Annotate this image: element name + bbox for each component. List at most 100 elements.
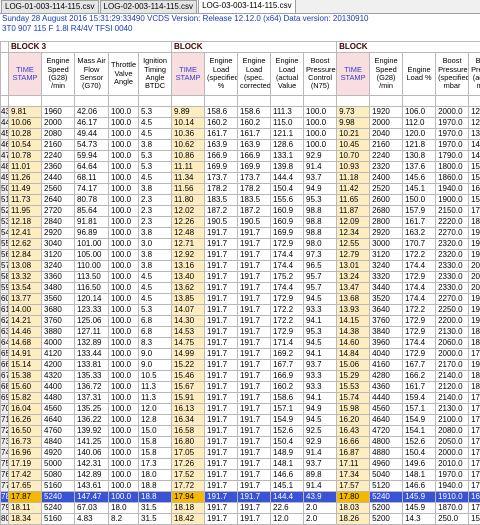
row-number[interactable]: 66 xyxy=(1,360,9,371)
value-cell[interactable]: 100.0 xyxy=(109,316,139,327)
value-cell[interactable]: 3960 xyxy=(370,338,403,349)
value-cell[interactable]: 1970.0 xyxy=(436,470,469,481)
value-cell[interactable]: 121.8 xyxy=(403,140,436,151)
timestamp-cell[interactable]: 15.14 xyxy=(9,360,42,371)
table-row[interactable]: 4710.78224059.94100.05.310.86166.9166.91… xyxy=(1,151,480,162)
row-number[interactable]: 43 xyxy=(1,107,9,118)
timestamp-cell[interactable]: 10.93 xyxy=(337,162,370,173)
value-cell[interactable]: 132.89 xyxy=(75,338,109,349)
file-tab[interactable]: LOG-02-003-114-115.csv xyxy=(100,0,198,13)
timestamp-cell[interactable]: 16.96 xyxy=(9,448,42,459)
value-cell[interactable]: 1970.0 xyxy=(436,129,469,140)
value-cell[interactable]: 2020.0 xyxy=(469,261,480,272)
timestamp-cell[interactable]: 14.38 xyxy=(337,327,370,338)
timestamp-cell[interactable]: 17.52 xyxy=(172,470,205,481)
table-row[interactable]: 7918.11524067.0318.031.518.18191.7191.72… xyxy=(1,503,480,514)
table-row[interactable]: 4911.26244068.11100.04.511.34173.7173.71… xyxy=(1,173,480,184)
value-cell[interactable]: 91.4 xyxy=(304,162,337,173)
value-cell[interactable]: 1900.0 xyxy=(469,316,480,327)
timestamp-cell[interactable]: 9.98 xyxy=(337,118,370,129)
value-cell[interactable]: 147.47 xyxy=(75,492,109,503)
timestamp-cell[interactable]: 14.07 xyxy=(172,305,205,316)
timestamp-cell[interactable]: 12.71 xyxy=(172,239,205,250)
value-cell[interactable]: 100.0 xyxy=(109,206,139,217)
value-cell[interactable]: 145.9 xyxy=(403,503,436,514)
value-cell[interactable]: 1900.0 xyxy=(469,239,480,250)
row-number[interactable]: 64 xyxy=(1,338,9,349)
row-number[interactable]: 50 xyxy=(1,184,9,195)
timestamp-cell[interactable]: 11.87 xyxy=(337,206,370,217)
value-cell[interactable]: 191.7 xyxy=(205,250,238,261)
value-cell[interactable]: 142.31 xyxy=(75,459,109,470)
value-cell[interactable]: 152.6 xyxy=(271,426,304,437)
value-cell[interactable]: 93.7 xyxy=(304,360,337,371)
value-cell[interactable]: 2000 xyxy=(370,118,403,129)
value-cell[interactable]: 100.0 xyxy=(109,459,139,470)
value-cell[interactable]: 94.1 xyxy=(304,316,337,327)
value-cell[interactable]: 1940.0 xyxy=(469,305,480,316)
file-tab[interactable]: LOG-03-003-114-115.csv xyxy=(198,0,296,13)
timestamp-cell[interactable]: 16.66 xyxy=(337,437,370,448)
row-number[interactable]: 45 xyxy=(1,129,9,140)
timestamp-cell[interactable]: 14.46 xyxy=(9,327,42,338)
value-cell[interactable]: 10.5 xyxy=(139,371,172,382)
timestamp-cell[interactable]: 18.03 xyxy=(337,503,370,514)
timestamp-cell[interactable]: 13.08 xyxy=(9,261,42,272)
table-row[interactable]: 4510.28208049.44100.04.510.36161.7161.71… xyxy=(1,129,480,140)
value-cell[interactable]: 1220.0 xyxy=(469,107,480,118)
timestamp-cell[interactable]: 13.01 xyxy=(337,261,370,272)
timestamp-cell[interactable]: 12.48 xyxy=(172,228,205,239)
value-cell[interactable]: 191.7 xyxy=(238,338,271,349)
timestamp-cell[interactable]: 11.11 xyxy=(172,162,205,173)
value-cell[interactable]: 1970.0 xyxy=(436,140,469,151)
value-cell[interactable]: 3.8 xyxy=(139,140,172,151)
value-cell[interactable]: 2680 xyxy=(370,206,403,217)
column-header[interactable]: Boost Pressure (actual) mbar xyxy=(469,53,480,96)
value-cell[interactable]: 145.1 xyxy=(271,481,304,492)
value-cell[interactable]: 191.7 xyxy=(205,415,238,426)
table-row[interactable]: 6013.773560120.14100.04.513.85191.7191.7… xyxy=(1,294,480,305)
table-row[interactable]: 7016.044560135.25100.012.016.13191.7191.… xyxy=(1,404,480,415)
value-cell[interactable]: 5240 xyxy=(42,492,75,503)
timestamp-cell[interactable]: 11.56 xyxy=(172,184,205,195)
value-cell[interactable]: 1540.0 xyxy=(469,514,480,525)
value-cell[interactable]: 100.0 xyxy=(109,250,139,261)
timestamp-cell[interactable]: 10.70 xyxy=(337,151,370,162)
table-row[interactable]: 5111.73264080.78100.02.311.80183.5183.51… xyxy=(1,195,480,206)
value-cell[interactable]: 191.7 xyxy=(238,459,271,470)
value-cell[interactable]: 4560 xyxy=(42,404,75,415)
value-cell[interactable]: 1960.0 xyxy=(469,294,480,305)
timestamp-cell[interactable]: 14.15 xyxy=(337,316,370,327)
value-cell[interactable]: 3440 xyxy=(370,283,403,294)
value-cell[interactable]: 1790.0 xyxy=(436,151,469,162)
value-cell[interactable]: 190.5 xyxy=(205,217,238,228)
timestamp-cell[interactable]: 17.05 xyxy=(172,448,205,459)
table-row[interactable]: 5612.843120105.00100.03.812.92191.7191.7… xyxy=(1,250,480,261)
value-cell[interactable]: 1900.0 xyxy=(436,195,469,206)
table-row[interactable]: 5913.543480116.50100.04.513.62191.7191.7… xyxy=(1,283,480,294)
value-cell[interactable]: 1770.0 xyxy=(469,448,480,459)
value-cell[interactable]: 137.31 xyxy=(75,393,109,404)
value-cell[interactable]: 1450.0 xyxy=(469,151,480,162)
value-cell[interactable]: 4000 xyxy=(42,338,75,349)
value-cell[interactable]: 172.9 xyxy=(271,327,304,338)
value-cell[interactable]: 2800 xyxy=(370,217,403,228)
row-number[interactable]: 44 xyxy=(1,118,9,129)
timestamp-cell[interactable]: 15.98 xyxy=(337,404,370,415)
value-cell[interactable]: 2270.0 xyxy=(436,228,469,239)
value-cell[interactable]: 100.0 xyxy=(304,129,337,140)
timestamp-cell[interactable]: 17.19 xyxy=(9,459,42,470)
table-row[interactable]: 7517.195000142.31100.017.317.26191.7191.… xyxy=(1,459,480,470)
value-cell[interactable]: 92.9 xyxy=(304,151,337,162)
value-cell[interactable]: 140.06 xyxy=(75,448,109,459)
value-cell[interactable]: 5240 xyxy=(42,503,75,514)
column-header[interactable]: Boost Pressure (specified mbar xyxy=(436,53,469,96)
row-number[interactable]: 73 xyxy=(1,437,9,448)
value-cell[interactable]: 91.4 xyxy=(304,448,337,459)
value-cell[interactable]: 100.0 xyxy=(109,382,139,393)
value-cell[interactable]: 100.0 xyxy=(109,129,139,140)
value-cell[interactable]: 100.0 xyxy=(109,184,139,195)
value-cell[interactable]: 11.3 xyxy=(139,382,172,393)
timestamp-cell[interactable]: 18.26 xyxy=(337,514,370,525)
value-cell[interactable]: 191.7 xyxy=(205,316,238,327)
